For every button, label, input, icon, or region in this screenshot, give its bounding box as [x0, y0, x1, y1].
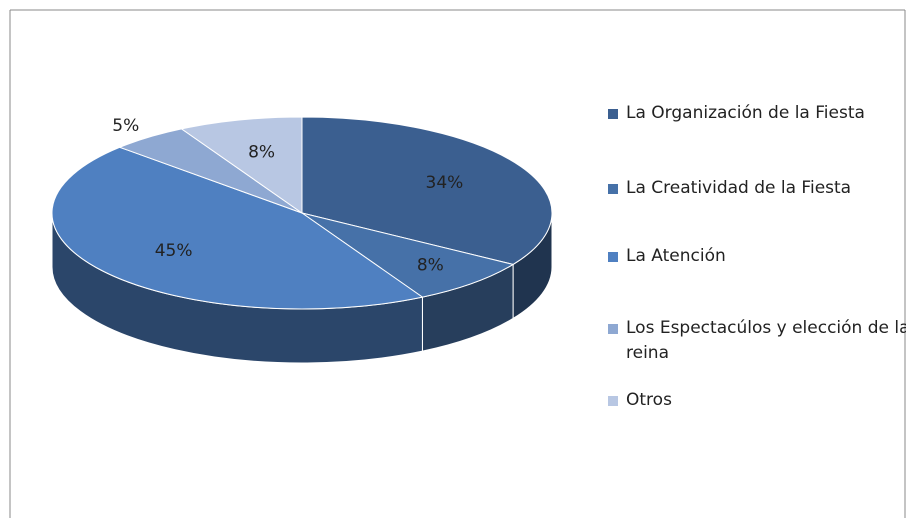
legend-item: La Organización de la Fiesta — [608, 101, 906, 126]
legend-swatch — [608, 109, 618, 119]
slice — [180, 116, 303, 214]
legend-item: Otros — [608, 388, 906, 413]
legend-item: La Creatividad de la Fiesta — [608, 176, 906, 201]
legend-label: Otros — [626, 390, 672, 410]
legend-swatch — [608, 184, 618, 194]
legend-swatch — [608, 252, 618, 262]
data-label: 5% — [112, 116, 139, 136]
slice — [301, 212, 515, 298]
data-label: 34% — [426, 173, 464, 193]
legend-label: La Creatividad de la Fiesta — [626, 178, 852, 198]
legend-label: La Organización de la Fiesta — [626, 103, 865, 123]
slice — [301, 116, 553, 265]
legend-item: La Atención — [608, 244, 906, 269]
legend-swatch — [608, 396, 618, 406]
data-label: 8% — [248, 143, 275, 163]
legend-label: La Atención — [626, 246, 726, 266]
legend-label: Los Espectacúlos y elección de la reina — [626, 318, 906, 363]
data-label: 45% — [155, 241, 193, 261]
slice — [51, 146, 424, 310]
legend-swatch — [608, 324, 618, 334]
legend-item: Los Espectacúlos y elección de la reina — [608, 316, 906, 366]
data-label: 8% — [417, 255, 444, 275]
